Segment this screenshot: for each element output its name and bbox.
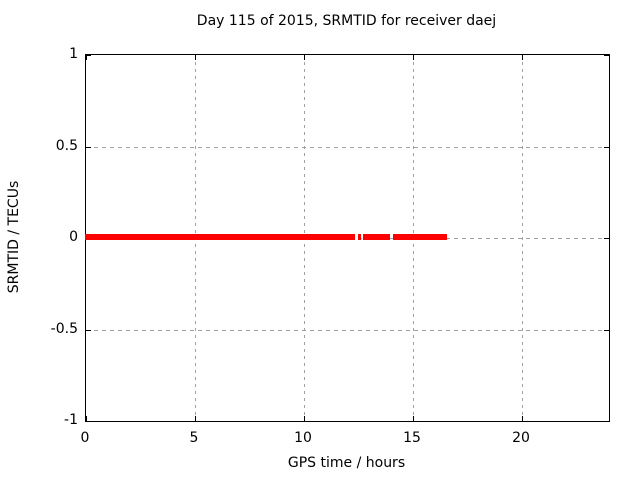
x-tick-mark-top bbox=[86, 55, 87, 60]
y-tick-mark-left bbox=[86, 55, 91, 56]
chart-title: Day 115 of 2015, SRMTID for receiver dae… bbox=[196, 13, 497, 29]
x-tick-mark-top bbox=[413, 55, 414, 60]
series-segment bbox=[85, 234, 355, 240]
x-tick-mark-bottom bbox=[413, 416, 414, 421]
y-tick-mark-right bbox=[604, 147, 609, 148]
y-tick-label: -0.5 bbox=[50, 321, 78, 337]
horizontal-gridline bbox=[86, 147, 609, 148]
x-tick-label: 0 bbox=[80, 430, 90, 446]
series-segment bbox=[393, 234, 447, 240]
y-tick-mark-left bbox=[86, 147, 91, 148]
y-tick-mark-right bbox=[604, 421, 609, 422]
x-tick-mark-bottom bbox=[195, 416, 196, 421]
series-segment bbox=[358, 234, 361, 240]
x-tick-mark-top bbox=[195, 55, 196, 60]
x-axis-label: GPS time / hours bbox=[287, 455, 406, 471]
y-tick-label: 0.5 bbox=[55, 138, 78, 154]
horizontal-gridline bbox=[86, 330, 609, 331]
series-segment bbox=[363, 234, 390, 240]
x-tick-label: 15 bbox=[403, 430, 421, 446]
x-tick-mark-bottom bbox=[86, 416, 87, 421]
y-tick-label: 1 bbox=[69, 46, 78, 62]
y-tick-mark-right bbox=[604, 55, 609, 56]
x-tick-mark-bottom bbox=[522, 416, 523, 421]
y-tick-mark-left bbox=[86, 421, 91, 422]
y-axis-label: SRMTID / TECUs bbox=[6, 180, 22, 294]
x-tick-mark-bottom bbox=[304, 416, 305, 421]
y-tick-label: -1 bbox=[64, 412, 78, 428]
x-tick-label: 5 bbox=[189, 430, 199, 446]
x-tick-mark-top bbox=[522, 55, 523, 60]
x-tick-label: 10 bbox=[294, 430, 312, 446]
x-tick-label: 20 bbox=[512, 430, 530, 446]
x-tick-mark-top bbox=[304, 55, 305, 60]
y-tick-mark-right bbox=[604, 238, 609, 239]
y-tick-mark-left bbox=[86, 330, 91, 331]
y-tick-label: 0 bbox=[69, 229, 78, 245]
y-tick-mark-right bbox=[604, 330, 609, 331]
